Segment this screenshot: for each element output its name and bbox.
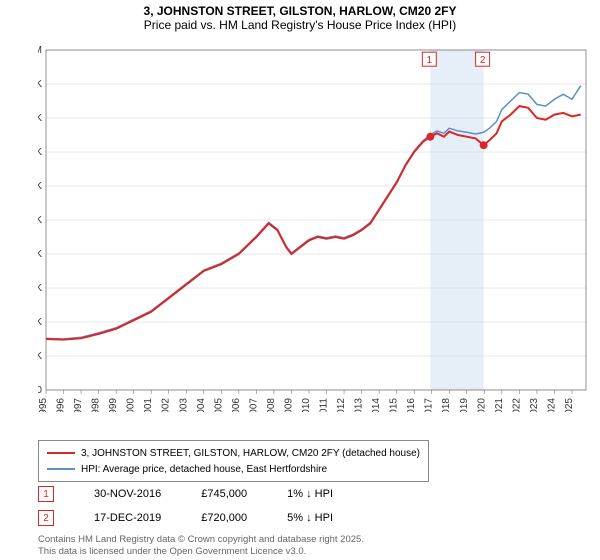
- footer-copyright: Contains HM Land Registry data © Crown c…: [38, 534, 364, 546]
- svg-text:2020: 2020: [476, 398, 487, 412]
- transaction-row: 1 30-NOV-2016 £745,000 1% ↓ HPI: [38, 486, 333, 502]
- transaction-price: £720,000: [201, 512, 247, 524]
- svg-text:2023: 2023: [529, 398, 540, 412]
- title-block: 3, JOHNSTON STREET, GILSTON, HARLOW, CM2…: [0, 0, 600, 32]
- svg-text:2019: 2019: [459, 398, 470, 412]
- svg-text:1999: 1999: [108, 398, 119, 412]
- title-subtitle: Price paid vs. HM Land Registry's House …: [0, 18, 600, 32]
- transaction-date: 17-DEC-2019: [94, 512, 161, 524]
- svg-text:2025: 2025: [564, 398, 575, 412]
- svg-text:2011: 2011: [319, 398, 330, 412]
- svg-text:1: 1: [427, 55, 433, 66]
- svg-text:£1M: £1M: [38, 45, 42, 56]
- svg-text:£400K: £400K: [38, 249, 42, 260]
- transaction-badge: 2: [38, 510, 54, 526]
- svg-text:2015: 2015: [389, 398, 400, 412]
- svg-text:2010: 2010: [301, 398, 312, 412]
- svg-text:£200K: £200K: [38, 317, 42, 328]
- chart-container: 3, JOHNSTON STREET, GILSTON, HARLOW, CM2…: [0, 0, 600, 560]
- svg-text:2021: 2021: [494, 398, 505, 412]
- svg-text:2008: 2008: [266, 398, 277, 412]
- svg-text:2013: 2013: [354, 398, 365, 412]
- svg-text:£100K: £100K: [38, 351, 42, 362]
- svg-text:2001: 2001: [143, 398, 154, 412]
- svg-text:2024: 2024: [546, 398, 557, 412]
- chart-area: £0 £100K £200K £300K £400K £500K £600K £700K £80…: [38, 42, 590, 412]
- footer-licence: This data is licensed under the Open Gov…: [38, 546, 364, 558]
- svg-text:£0: £0: [38, 385, 42, 396]
- svg-text:2022: 2022: [511, 398, 522, 412]
- legend-swatch: [47, 468, 75, 470]
- legend: 3, JOHNSTON STREET, GILSTON, HARLOW, CM2…: [38, 440, 429, 482]
- svg-text:2006: 2006: [231, 398, 242, 412]
- transaction-diff: 5% ↓ HPI: [287, 512, 333, 524]
- transaction-badge: 1: [38, 486, 54, 502]
- svg-text:2017: 2017: [424, 398, 435, 412]
- svg-text:£800K: £800K: [38, 113, 42, 124]
- svg-text:2: 2: [480, 55, 486, 66]
- legend-swatch: [47, 452, 75, 454]
- transaction-diff: 1% ↓ HPI: [287, 488, 333, 500]
- title-address: 3, JOHNSTON STREET, GILSTON, HARLOW, CM2…: [0, 4, 600, 18]
- svg-text:£500K: £500K: [38, 215, 42, 226]
- svg-text:2005: 2005: [213, 398, 224, 412]
- svg-text:2007: 2007: [248, 398, 259, 412]
- legend-label: 3, JOHNSTON STREET, GILSTON, HARLOW, CM2…: [81, 448, 420, 459]
- svg-text:2009: 2009: [283, 398, 294, 412]
- svg-text:2003: 2003: [178, 398, 189, 412]
- svg-text:£700K: £700K: [38, 147, 42, 158]
- svg-text:2012: 2012: [336, 398, 347, 412]
- svg-text:2004: 2004: [196, 398, 207, 412]
- svg-text:£600K: £600K: [38, 181, 42, 192]
- svg-text:1998: 1998: [91, 398, 102, 412]
- legend-row: HPI: Average price, detached house, East…: [47, 461, 420, 477]
- svg-text:£300K: £300K: [38, 283, 42, 294]
- svg-text:2002: 2002: [161, 398, 172, 412]
- transaction-date: 30-NOV-2016: [94, 488, 161, 500]
- svg-text:2014: 2014: [371, 398, 382, 412]
- transaction-price: £745,000: [201, 488, 247, 500]
- svg-text:2000: 2000: [126, 398, 137, 412]
- svg-text:1995: 1995: [38, 398, 49, 412]
- footer: Contains HM Land Registry data © Crown c…: [38, 534, 364, 558]
- svg-text:2016: 2016: [406, 398, 417, 412]
- svg-text:1997: 1997: [73, 398, 84, 412]
- transaction-row: 2 17-DEC-2019 £720,000 5% ↓ HPI: [38, 510, 333, 526]
- svg-text:2018: 2018: [441, 398, 452, 412]
- svg-text:£900K: £900K: [38, 79, 42, 90]
- chart-svg: £0 £100K £200K £300K £400K £500K £600K £700K £80…: [38, 42, 590, 412]
- legend-row: 3, JOHNSTON STREET, GILSTON, HARLOW, CM2…: [47, 445, 420, 461]
- legend-label: HPI: Average price, detached house, East…: [81, 464, 327, 475]
- svg-text:1996: 1996: [56, 398, 67, 412]
